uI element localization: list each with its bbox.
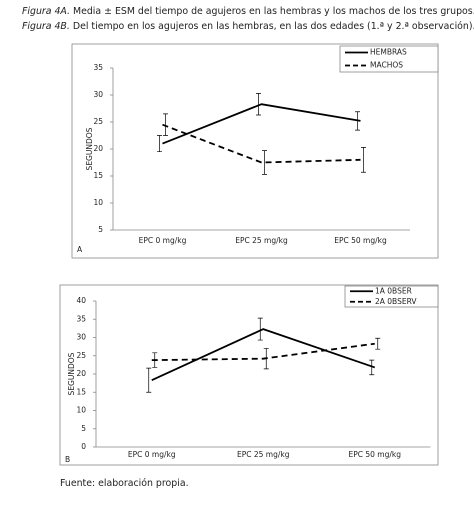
error-bar <box>375 337 381 350</box>
y-tick-label: 30 <box>76 333 86 342</box>
series-line <box>162 123 361 164</box>
y-tick-label: 35 <box>93 63 103 72</box>
y-tick-label: 25 <box>76 351 86 360</box>
y-tick-label: 10 <box>93 198 103 207</box>
legend-label: 1A 0BSER <box>375 286 412 295</box>
x-tick-label: EPC 25 mg/kg <box>235 236 288 245</box>
legend-label: MACHOS <box>370 61 403 70</box>
x-tick-label: EPC 25 mg/kg <box>237 450 290 459</box>
series-line <box>151 328 376 382</box>
error-bar <box>369 359 375 376</box>
caption-text: Del tiempo en los agujeros en las hembra… <box>73 21 474 32</box>
error-bar <box>256 93 261 116</box>
y-tick-label: 5 <box>98 225 103 234</box>
y-tick-label: 0 <box>81 442 86 451</box>
error-bar <box>257 317 263 341</box>
legend-box <box>339 45 439 73</box>
y-tick-label: 35 <box>76 314 86 323</box>
x-tick-label: EPC 0 mg/kg <box>139 236 187 245</box>
y-tick-label: 10 <box>76 406 86 415</box>
y-tick-label: 20 <box>76 369 86 378</box>
y-axis-label: SEGUNDOS <box>67 352 76 395</box>
y-tick-label: 5 <box>81 424 86 433</box>
legend-label: 2A 0BSERV <box>375 297 417 306</box>
error-bar <box>361 147 366 173</box>
caption-text: Media ± ESM del tiempo de agujeros en la… <box>73 6 474 17</box>
series-line <box>151 342 375 362</box>
x-tick-label: EPC 50 mg/kg <box>348 450 401 459</box>
caption: Figura 4B. Del tiempo en los agujeros en… <box>22 21 474 32</box>
chart-frame <box>59 284 439 466</box>
caption-label: Figura 4B. <box>22 21 70 32</box>
caption: Figura 4A. Media ± ESM del tiempo de agu… <box>22 6 474 17</box>
y-axis-label: SEGUNDOS <box>85 127 94 170</box>
y-tick-label: 20 <box>93 144 103 153</box>
error-bar <box>146 367 152 393</box>
y-tick-label: 40 <box>76 296 86 305</box>
legend-label: HEMBRAS <box>370 48 407 57</box>
chart-frame <box>71 43 439 259</box>
error-bar <box>157 135 162 153</box>
panel-label: B <box>65 455 70 464</box>
x-tick-label: EPC 0 mg/kg <box>128 450 176 459</box>
x-tick-label: EPC 50 mg/kg <box>334 236 387 245</box>
series-line <box>162 103 361 145</box>
caption-label: Figura 4A. <box>22 6 70 17</box>
y-tick-label: 15 <box>76 387 86 396</box>
y-tick-label: 30 <box>93 90 103 99</box>
source: Fuente: elaboración propia. <box>60 478 189 489</box>
y-tick-label: 25 <box>93 117 103 126</box>
y-tick-label: 15 <box>93 171 103 180</box>
error-bar <box>262 150 267 175</box>
panel-label: A <box>77 245 83 254</box>
error-bar <box>163 113 168 136</box>
